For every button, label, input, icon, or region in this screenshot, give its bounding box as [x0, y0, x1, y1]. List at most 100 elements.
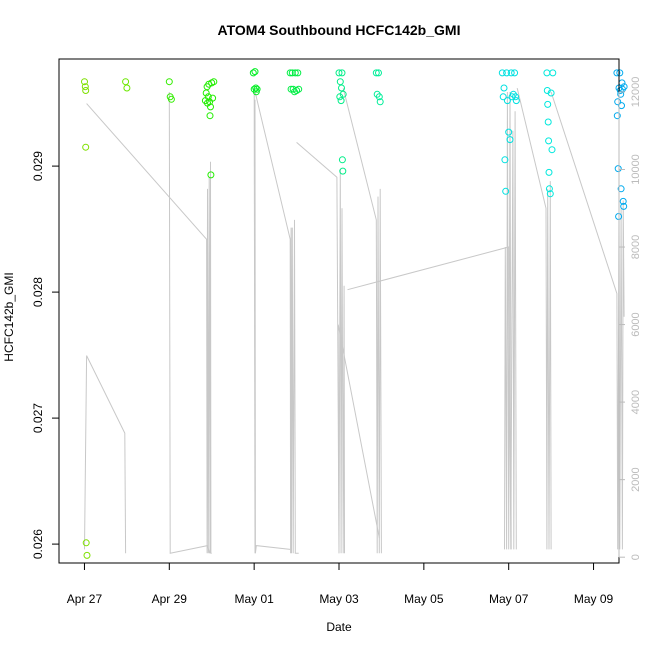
data-point-72 — [545, 137, 553, 145]
data-point-46 — [339, 167, 347, 175]
hcfc142b-series — [81, 68, 628, 559]
data-point-52 — [376, 98, 384, 106]
data-point-55 — [500, 84, 508, 92]
data-point-82 — [614, 165, 622, 173]
data-point-23 — [210, 78, 218, 86]
x-axis: Apr 27 Apr 29 May 01 May 03 May 05 May 07 May … — [67, 562, 614, 606]
y-tick-label-0: 0.026 — [31, 529, 45, 559]
data-point-93 — [620, 202, 628, 210]
data-point-92 — [619, 197, 627, 205]
data-point-29 — [253, 85, 261, 93]
data-point-42 — [337, 97, 345, 105]
right-tick-label-2: 4000 — [630, 390, 642, 414]
data-point-62 — [507, 69, 515, 77]
altitude-line-2 — [168, 91, 211, 554]
chart-title: ATOM4 Southbound HCFC142b_GMI — [218, 22, 461, 38]
data-point-22 — [209, 94, 217, 102]
altitude-line-9 — [337, 324, 380, 554]
data-point-59 — [503, 97, 511, 105]
data-point-56 — [501, 156, 509, 164]
y-axis: 0.026 0.027 0.028 0.029 — [31, 151, 60, 559]
data-point-8 — [165, 78, 173, 86]
data-point-65 — [511, 69, 519, 77]
right-tick-label-6: 12000 — [630, 77, 642, 108]
data-point-47 — [339, 90, 347, 98]
x-tick-label-4: May 05 — [404, 592, 444, 606]
right-tick-label-5: 10000 — [630, 154, 642, 185]
data-point-41 — [336, 78, 344, 86]
data-point-60 — [505, 128, 513, 136]
data-point-19 — [207, 103, 214, 111]
y-tick-label-3: 0.029 — [31, 151, 45, 181]
data-point-54 — [499, 93, 507, 101]
data-point-30 — [286, 69, 294, 77]
data-point-57 — [502, 187, 510, 195]
data-point-44 — [338, 69, 346, 77]
data-point-10 — [167, 95, 175, 103]
data-point-45 — [338, 156, 346, 164]
x-tick-label-0: Apr 27 — [67, 592, 103, 606]
data-point-71 — [544, 118, 552, 126]
data-point-39 — [335, 69, 343, 77]
data-point-4 — [82, 539, 90, 547]
data-point-26 — [251, 68, 259, 76]
altitude-line-6 — [296, 142, 345, 554]
data-point-78 — [549, 69, 557, 77]
data-point-37 — [294, 69, 302, 77]
y-tick-label-2: 0.028 — [31, 277, 45, 307]
data-point-81 — [614, 98, 622, 106]
data-point-27 — [252, 84, 260, 92]
data-point-2 — [82, 87, 90, 94]
data-point-74 — [545, 185, 553, 193]
data-point-35 — [291, 69, 299, 77]
right-tick-label-4: 8000 — [630, 235, 642, 259]
altitude-series — [84, 87, 625, 554]
data-point-76 — [547, 89, 555, 97]
x-tick-label-5: May 07 — [489, 592, 529, 606]
altitude-line-11 — [516, 87, 552, 550]
right-axis: 0 2000 4000 6000 8000 10000 12000 — [618, 77, 642, 560]
data-point-58 — [503, 69, 511, 77]
altitude-line-4 — [253, 87, 299, 554]
data-point-73 — [545, 168, 553, 176]
data-point-70 — [544, 100, 552, 108]
data-point-15 — [204, 93, 212, 101]
data-point-53 — [498, 69, 506, 77]
data-point-66 — [512, 93, 519, 101]
data-point-75 — [546, 190, 554, 198]
data-point-0 — [81, 78, 88, 86]
data-point-43 — [338, 84, 345, 92]
x-tick-label-6: May 09 — [574, 592, 614, 606]
data-point-6 — [122, 78, 130, 86]
data-point-50 — [375, 69, 382, 77]
altitude-line-12 — [550, 91, 625, 550]
data-point-80 — [613, 112, 621, 120]
x-tick-label-1: Apr 29 — [152, 592, 188, 606]
altitude-line-1 — [86, 103, 212, 554]
data-point-79 — [613, 69, 621, 77]
data-point-18 — [206, 112, 214, 120]
right-tick-label-1: 2000 — [630, 467, 642, 491]
x-tick-label-3: May 03 — [319, 592, 359, 606]
data-point-77 — [548, 146, 556, 154]
data-point-51 — [375, 93, 383, 101]
altitude-line-7 — [342, 87, 382, 554]
x-axis-label: Date — [326, 620, 352, 634]
y-tick-label-1: 0.027 — [31, 403, 45, 433]
data-point-85 — [616, 69, 624, 77]
data-point-24 — [249, 69, 257, 77]
data-point-94 — [620, 83, 628, 91]
altitude-line-8 — [347, 111, 517, 550]
data-point-20 — [207, 171, 215, 179]
right-tick-label-0: 0 — [630, 554, 642, 560]
data-point-88 — [617, 185, 625, 193]
data-point-67 — [512, 97, 520, 105]
data-point-68 — [543, 69, 551, 77]
data-point-5 — [83, 551, 91, 559]
altitude-line-5 — [254, 99, 291, 554]
data-point-3 — [82, 143, 90, 151]
data-point-1 — [81, 83, 89, 91]
y-axis-label: HCFC142b_GMI — [2, 272, 16, 361]
altitude-line-10 — [504, 91, 512, 550]
